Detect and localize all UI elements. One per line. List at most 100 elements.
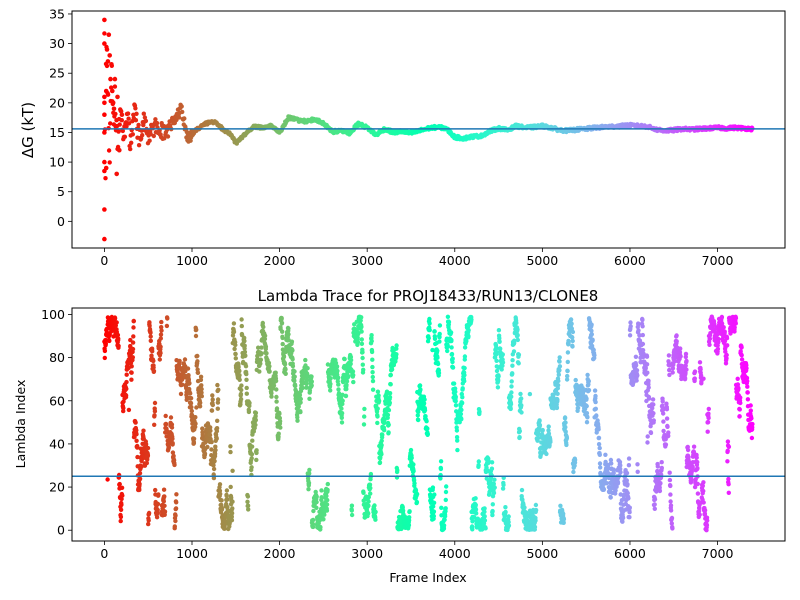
lambda-point	[624, 470, 630, 476]
lambda-point	[162, 494, 167, 499]
delta-g-point	[143, 118, 149, 124]
lambda-point	[569, 321, 574, 326]
lambda-point	[209, 408, 215, 413]
lambda-point	[427, 327, 432, 333]
lambda-point	[658, 481, 663, 486]
lambda-point	[689, 477, 694, 483]
lambda-point	[344, 379, 350, 384]
lambda-point	[564, 442, 569, 448]
delta-g-point	[115, 94, 120, 100]
lambda-point	[464, 339, 469, 344]
lambda-point	[114, 320, 119, 325]
lambda-point	[161, 487, 167, 492]
lambda-point	[565, 368, 570, 374]
lambda-point	[455, 438, 460, 443]
lambda-point	[626, 463, 632, 468]
lambda-point	[726, 490, 731, 495]
lambda-point	[290, 348, 295, 353]
lambda-point	[129, 377, 134, 382]
lambda-point	[292, 369, 297, 374]
lambda-point	[745, 390, 750, 395]
lambda-point	[351, 372, 356, 378]
lambda-point	[139, 464, 144, 469]
lambda-point	[130, 340, 136, 345]
lambda-point	[426, 335, 431, 341]
lambda-point	[249, 456, 254, 461]
delta-g-point	[102, 236, 107, 242]
lambda-point	[195, 359, 200, 364]
lambda-point	[377, 460, 383, 465]
lambda-point	[239, 323, 244, 329]
lambda-point	[249, 452, 255, 457]
lambda-point	[651, 411, 656, 416]
lambda-point	[309, 374, 314, 379]
lambda-point	[361, 422, 367, 427]
lambda-point	[503, 505, 508, 510]
lambda-point	[660, 399, 665, 404]
x-tick-label: 7000	[702, 253, 734, 268]
lambda-point	[554, 405, 560, 411]
lambda-point	[195, 370, 201, 375]
lambda-point	[322, 512, 327, 517]
lambda-point	[445, 344, 450, 349]
lambda-point	[311, 517, 316, 523]
lambda-point	[134, 428, 139, 433]
lambda-point	[115, 332, 121, 338]
lambda-point	[151, 365, 156, 370]
lambda-point	[286, 332, 291, 337]
lambda-point	[387, 391, 393, 396]
lambda-point	[697, 360, 703, 365]
lambda-point	[652, 497, 658, 502]
lambda-point	[153, 487, 158, 493]
lambda-point	[518, 391, 523, 397]
lambda-point	[319, 488, 324, 493]
lambda-point	[670, 370, 675, 375]
lambda-point	[443, 506, 448, 511]
lambda-point	[135, 445, 140, 450]
lambda-point	[129, 370, 134, 375]
lambda-point	[408, 447, 414, 453]
lambda-point	[159, 328, 164, 333]
lambda-point	[733, 321, 738, 326]
lambda-point	[645, 434, 650, 439]
lambda-point	[148, 338, 153, 343]
delta-g-point	[133, 106, 138, 111]
x-tick-label: 2000	[264, 253, 296, 268]
lambda-point	[210, 402, 215, 408]
lambda-point	[366, 499, 371, 504]
lambda-point	[615, 480, 621, 485]
lambda-point	[124, 379, 129, 385]
lambda-point	[145, 453, 151, 458]
lambda-point	[490, 512, 495, 518]
lambda-point	[336, 387, 341, 392]
delta-g-point	[182, 116, 187, 121]
lambda-point	[128, 337, 133, 343]
lambda-point	[375, 406, 380, 411]
lambda-point	[565, 373, 570, 379]
lambda-point	[258, 361, 263, 366]
delta-g-point	[102, 100, 107, 106]
lambda-point	[626, 496, 631, 501]
lambda-point	[640, 317, 645, 323]
lambda-point	[293, 383, 298, 389]
lambda-point	[462, 372, 467, 378]
lambda-point	[158, 350, 163, 356]
lambda-point	[460, 386, 465, 391]
lambda-point	[482, 514, 487, 519]
lambda-point	[151, 368, 157, 374]
lambda-point	[596, 435, 602, 441]
lambda-point	[692, 376, 697, 381]
lambda-point	[735, 376, 740, 381]
lambda-point	[260, 320, 265, 326]
lambda-point	[646, 396, 652, 401]
lambda-point	[626, 456, 632, 461]
lambda-point	[348, 361, 353, 367]
delta-g-point	[133, 118, 139, 123]
lambda-point	[147, 323, 152, 328]
lambda-point	[394, 343, 399, 348]
delta-g-point	[130, 132, 135, 137]
lambda-point	[640, 341, 646, 347]
lambda-point	[737, 407, 742, 412]
delta-g-point	[102, 41, 107, 46]
lambda-point	[147, 320, 152, 325]
